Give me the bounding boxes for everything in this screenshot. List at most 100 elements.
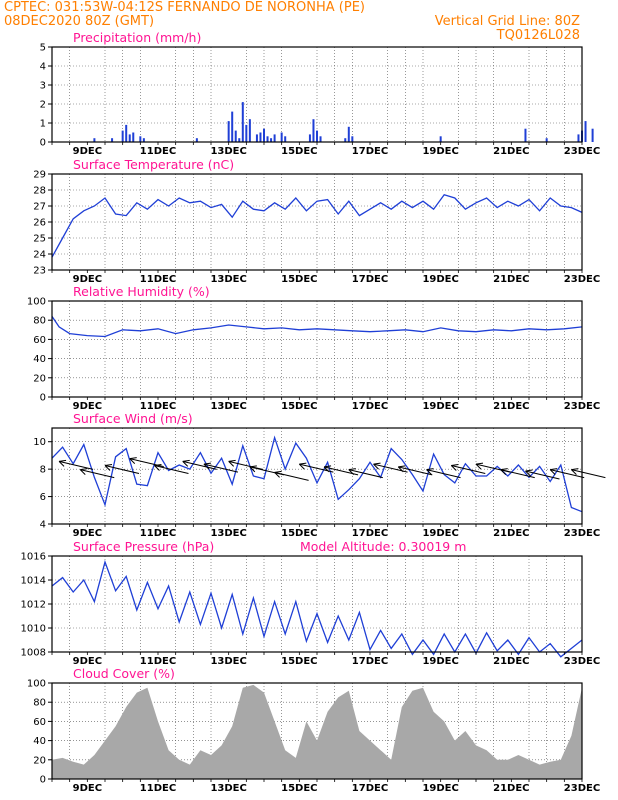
wind-arrow-head <box>104 464 113 471</box>
station-header: CPTEC: 031:53W-04:12S FERNANDO DE NORONH… <box>4 0 365 15</box>
x-tick-label: 9DEC <box>73 146 102 157</box>
y-tick-label: 1012 <box>21 600 46 611</box>
grid-line-note: Vertical Grid Line: 80Z <box>435 14 580 29</box>
x-tick-label: 15DEC <box>281 656 317 667</box>
x-tick-label: 23DEC <box>564 401 600 412</box>
x-tick-label: 13DEC <box>210 783 246 794</box>
x-tick-label: 23DEC <box>564 274 600 285</box>
y-tick-label: 24 <box>33 250 46 261</box>
wind-arrow <box>274 471 309 481</box>
y-tick-label: 27 <box>33 202 46 213</box>
temperature-title: Surface Temperature (nC) <box>73 157 234 172</box>
y-tick-label: 3 <box>40 81 46 92</box>
cloud-cover-title: Cloud Cover (%) <box>73 666 175 681</box>
precip-bar <box>128 134 131 142</box>
precip-bar <box>524 128 527 142</box>
model-altitude: Model Altitude: 0.30019 m <box>300 539 466 554</box>
x-tick-label: 21DEC <box>493 274 529 285</box>
precip-bar <box>139 136 142 142</box>
wind-arrow-head <box>203 462 212 470</box>
x-tick-label: 17DEC <box>352 146 388 157</box>
wind-arrow <box>58 460 94 470</box>
panel-temperature: 23 24 25 26 27 28 29 9DEC 11DEC 13DEC 15DEC 17DEC 19… <box>33 157 600 285</box>
x-tick-label: 19DEC <box>422 783 458 794</box>
x-tick-label: 9DEC <box>73 274 102 285</box>
y-tick-label: 29 <box>33 170 46 181</box>
x-tick-label: 17DEC <box>352 274 388 285</box>
precip-bar <box>238 138 241 142</box>
wind-arrow-head <box>274 470 282 478</box>
y-tick-label: 4 <box>40 520 46 531</box>
y-tick-label: 6 <box>40 492 46 503</box>
precip-bar <box>259 132 262 142</box>
wind-arrow <box>398 466 433 476</box>
x-tick-label: 17DEC <box>352 401 388 412</box>
y-tick-label: 2 <box>40 100 46 111</box>
model-id: TQ0126L028 <box>496 28 580 43</box>
x-tick-label: 9DEC <box>73 656 102 667</box>
precip-bar <box>351 136 354 142</box>
pressure-title: Surface Pressure (hPa) <box>73 539 214 554</box>
y-tick-label: 1014 <box>21 576 46 587</box>
precip-bar <box>584 121 587 142</box>
precip-bar <box>591 128 594 142</box>
x-tick-label: 9DEC <box>73 528 102 539</box>
precip-bar <box>344 138 347 142</box>
x-tick-label: 11DEC <box>140 146 176 157</box>
x-tick-label: 21DEC <box>493 528 529 539</box>
y-tick-label: 0 <box>40 138 46 149</box>
wind-arrow-head <box>228 459 236 467</box>
x-tick-label: 13DEC <box>210 274 246 285</box>
x-tick-label: 17DEC <box>352 528 388 539</box>
wind-arrow-head <box>525 469 533 477</box>
wind-arrow-head <box>549 468 558 475</box>
precip-bar <box>284 136 287 142</box>
y-tick-label: 1016 <box>21 552 46 563</box>
y-tick-label: 20 <box>33 373 46 384</box>
wind-arrow-head <box>373 462 381 470</box>
x-tick-label: 11DEC <box>140 274 176 285</box>
x-tick-label: 19DEC <box>422 146 458 157</box>
x-tick-label: 23DEC <box>564 656 600 667</box>
x-tick-label: 11DEC <box>140 783 176 794</box>
wind-arrow-head <box>58 459 67 467</box>
humidity-line <box>51 316 583 338</box>
y-tick-label: 10 <box>33 437 46 448</box>
wind-arrow <box>182 460 217 470</box>
wind-title: Surface Wind (m/s) <box>73 411 193 426</box>
panel-humidity: 0 20 40 60 80 100 9DEC 11DEC 13DEC 15DEC 17DEC 19DE… <box>27 284 600 412</box>
precip-bar <box>231 111 234 142</box>
run-date: 08DEC2020 80Z (GMT) <box>4 14 154 29</box>
precip-bar <box>195 138 198 142</box>
wind-arrow <box>129 458 164 468</box>
wind-arrow-head <box>571 468 579 475</box>
precip-bar <box>125 124 128 142</box>
y-tick-label: 8 <box>40 465 46 476</box>
wind-arrow-head <box>298 462 307 470</box>
y-tick-label: 28 <box>33 186 46 197</box>
precip-bar <box>93 138 96 142</box>
wind-arrow <box>348 469 383 479</box>
wind-arrow-head <box>154 464 162 471</box>
y-tick-label: 100 <box>27 297 46 308</box>
humidity-title: Relative Humidity (%) <box>73 284 210 299</box>
x-tick-label: 19DEC <box>422 528 458 539</box>
precipitation-title: Precipitation (mm/h) <box>73 30 201 45</box>
precip-bar <box>255 134 258 142</box>
y-tick-label: 80 <box>33 316 46 327</box>
x-tick-label: 23DEC <box>564 783 600 794</box>
precip-bar <box>227 121 230 142</box>
precip-bar <box>142 138 145 142</box>
x-tick-label: 15DEC <box>281 783 317 794</box>
y-tick-label: 26 <box>33 218 46 229</box>
y-tick-label: 23 <box>33 266 46 277</box>
precip-bar <box>577 134 580 142</box>
wind-arrow-head <box>182 459 190 467</box>
x-tick-label: 11DEC <box>140 528 176 539</box>
precip-bar <box>347 126 350 142</box>
wind-arrow-head <box>323 465 332 473</box>
panel-cloud-cover: 0 20 40 60 80 100 9DEC 11DEC 13DEC 15DEC 17DEC 19DE… <box>27 666 600 794</box>
precip-bar <box>241 102 244 142</box>
pressure-line <box>51 559 583 658</box>
